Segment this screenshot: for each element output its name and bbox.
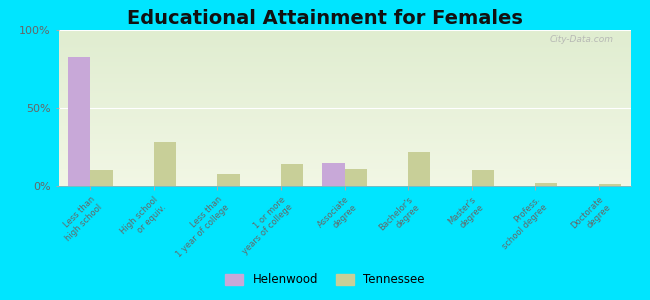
Bar [472, 170, 494, 186]
Bar [68, 56, 90, 186]
Bar [408, 152, 430, 186]
Bar [90, 170, 112, 186]
Bar [154, 142, 176, 186]
Bar [281, 164, 303, 186]
Bar [322, 163, 344, 186]
Text: Educational Attainment for Females: Educational Attainment for Females [127, 9, 523, 28]
Bar [535, 183, 558, 186]
Bar [599, 184, 621, 186]
Bar [344, 169, 367, 186]
Bar [217, 173, 240, 186]
Legend: Helenwood, Tennessee: Helenwood, Tennessee [221, 269, 429, 291]
Text: City-Data.com: City-Data.com [549, 35, 614, 44]
